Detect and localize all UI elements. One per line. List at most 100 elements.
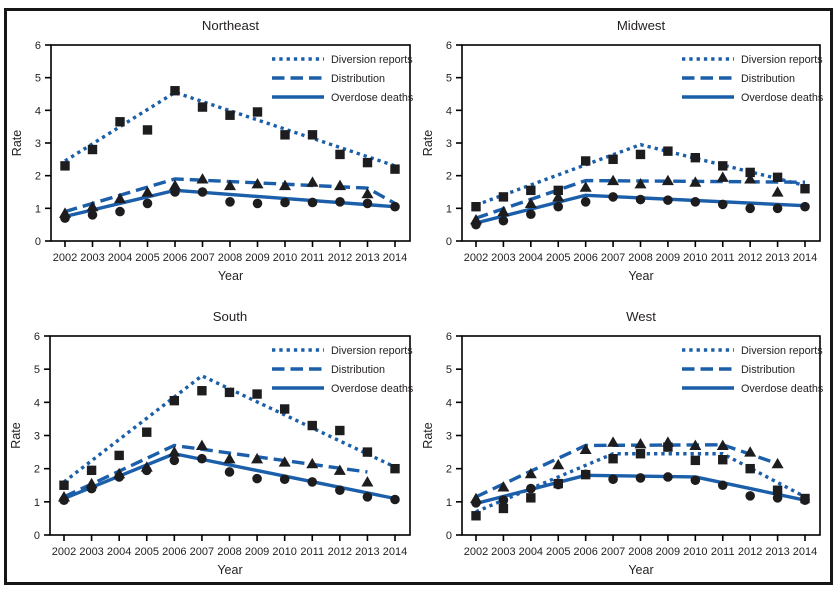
triangle-marker	[744, 446, 757, 457]
trend-line-dashed	[475, 178, 806, 220]
x-tick-label: 2008	[628, 252, 652, 264]
circle-marker	[717, 480, 728, 491]
x-tick-label: 2010	[683, 252, 707, 264]
panel-title: West	[626, 309, 656, 324]
y-tick-label: 4	[446, 397, 452, 409]
circle-marker	[690, 475, 701, 486]
circle-marker	[717, 199, 728, 210]
circle-marker	[553, 479, 564, 490]
trend-line-dotted	[475, 142, 806, 207]
circle-marker	[745, 491, 755, 501]
circle-marker	[498, 215, 509, 226]
x-tick-label: 2002	[464, 252, 488, 264]
x-tick-label: 2008	[218, 252, 242, 264]
square-marker	[498, 503, 509, 514]
triangle-marker	[279, 179, 291, 191]
triangle-marker	[306, 176, 319, 187]
x-tick-label: 2009	[245, 546, 269, 558]
x-tick-label: 2012	[328, 252, 352, 264]
square-marker	[580, 156, 591, 166]
circle-marker	[390, 201, 400, 212]
x-tick-label: 2005	[135, 252, 159, 264]
y-tick-label: 6	[35, 40, 41, 52]
trend-line-dotted	[62, 374, 396, 484]
x-tick-label: 2013	[355, 252, 379, 264]
circle-marker	[608, 474, 618, 485]
x-tick-label: 2011	[300, 546, 324, 558]
square-marker	[197, 386, 207, 396]
triangle-marker	[689, 439, 702, 451]
trend-line-dotted	[475, 452, 806, 514]
triangle-marker	[661, 436, 674, 447]
square-marker	[390, 164, 400, 174]
triangle-marker	[607, 174, 620, 186]
square-marker	[280, 130, 290, 140]
circle-marker	[252, 198, 263, 209]
y-tick-label: 3	[446, 431, 452, 443]
circle-marker	[471, 498, 481, 508]
panel-title: South	[213, 309, 247, 324]
triangle-marker	[771, 457, 784, 469]
circle-marker	[86, 483, 97, 494]
square-marker	[608, 154, 618, 165]
x-tick-label: 2010	[272, 546, 296, 558]
square-marker	[608, 454, 618, 464]
legend-label: Distribution	[331, 73, 385, 85]
square-marker	[663, 146, 673, 156]
triangle-marker	[716, 439, 729, 451]
triangle-marker	[524, 197, 537, 209]
square-marker	[553, 185, 563, 196]
square-marker	[690, 153, 701, 163]
square-marker	[498, 192, 509, 202]
x-tick-label: 2014	[383, 546, 407, 558]
x-tick-label: 2004	[107, 546, 131, 558]
square-marker	[60, 161, 70, 171]
x-tick-label: 2005	[546, 546, 570, 558]
legend-label: Overdose deaths	[331, 92, 414, 104]
circle-marker	[307, 197, 318, 208]
legend-label: Diversion reports	[331, 54, 413, 66]
y-tick-label: 1	[35, 203, 41, 215]
square-marker	[718, 455, 728, 465]
x-tick-label: 2009	[656, 546, 680, 558]
y-axis-label: Rate	[10, 130, 24, 156]
circle-marker	[608, 192, 618, 202]
triangle-marker	[278, 456, 291, 467]
x-tick-label: 2012	[738, 252, 762, 264]
circle-marker	[87, 210, 98, 220]
triangle-marker	[251, 452, 264, 464]
x-tick-label: 2006	[573, 252, 597, 264]
x-tick-label: 2014	[383, 252, 407, 264]
circle-marker	[225, 197, 235, 207]
square-marker	[772, 172, 783, 182]
circle-marker	[170, 187, 180, 197]
square-marker	[745, 463, 755, 474]
square-marker	[307, 130, 318, 140]
x-tick-label: 2011	[711, 546, 735, 558]
triangle-marker	[86, 200, 99, 212]
x-tick-label: 2004	[108, 252, 132, 264]
y-tick-label: 5	[34, 364, 40, 376]
x-tick-label: 2014	[793, 252, 817, 264]
x-tick-label: 2007	[601, 546, 625, 558]
x-tick-label: 2003	[80, 252, 104, 264]
circle-marker	[252, 473, 262, 484]
y-tick-label: 6	[446, 331, 452, 343]
triangle-marker	[744, 173, 757, 184]
panel-title: Northeast	[202, 18, 260, 33]
triangle-marker	[195, 439, 208, 451]
circle-marker	[197, 453, 207, 464]
circle-marker	[169, 455, 180, 466]
square-marker	[745, 167, 755, 178]
legend-label: Distribution	[741, 73, 795, 85]
x-tick-label: 2010	[683, 546, 707, 558]
y-tick-label: 1	[446, 497, 452, 509]
legend-label: Distribution	[741, 364, 795, 376]
triangle-marker	[141, 186, 154, 197]
triangle-marker	[716, 171, 729, 182]
square-marker	[635, 149, 646, 160]
square-marker	[142, 427, 152, 437]
triangle-marker	[579, 181, 592, 192]
